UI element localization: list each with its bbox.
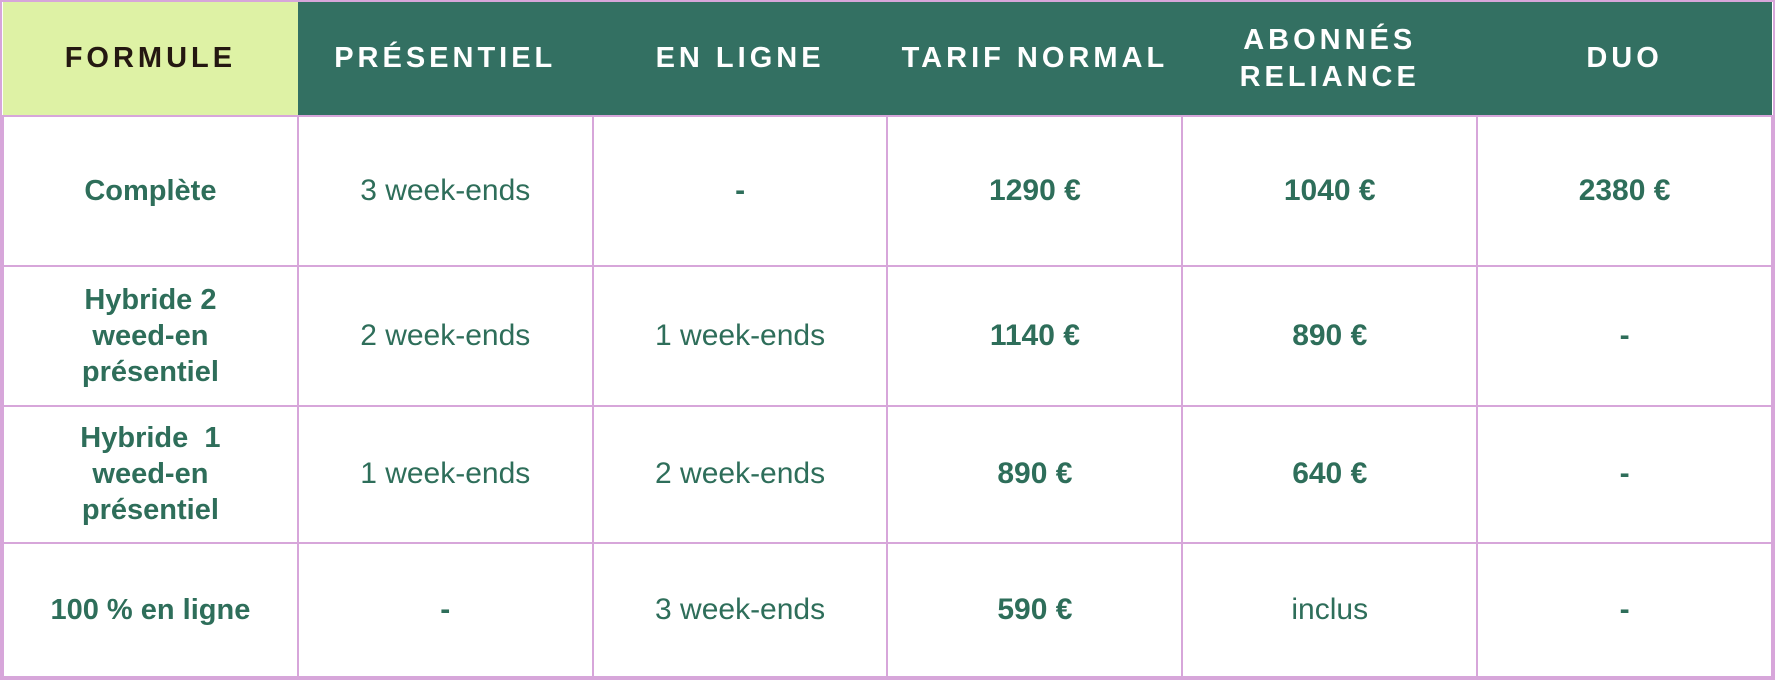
row-label-cell: 100 % en ligne xyxy=(2,541,299,679)
table-cell: 1040 € xyxy=(1181,114,1479,268)
row-label-cell: Hybride 2 weed-en présentiel xyxy=(2,265,299,407)
table-cell: 1290 € xyxy=(886,114,1184,268)
table-cell: 1 week-ends xyxy=(591,265,889,407)
header-presentiel: PRÉSENTIEL xyxy=(297,2,593,117)
table-cell: 640 € xyxy=(1181,404,1479,544)
table-cell: 3 week-ends xyxy=(296,114,594,268)
table-cell: 1140 € xyxy=(886,265,1184,407)
table-cell: 2380 € xyxy=(1476,114,1773,268)
table-cell: - xyxy=(591,114,889,268)
header-en-ligne: EN LIGNE xyxy=(592,2,888,117)
header-formule: FORMULE xyxy=(3,2,298,117)
table-cell: 890 € xyxy=(886,404,1184,544)
header-row: FORMULE PRÉSENTIEL EN LIGNE TARIF NORMAL… xyxy=(3,2,1772,117)
table-cell: 3 week-ends xyxy=(591,541,889,679)
table-cell: - xyxy=(1476,541,1773,679)
row-label-cell: Hybride 1 weed-en présentiel xyxy=(2,404,299,544)
table-row: Hybride 2 weed-en présentiel 2 week-ends 1… xyxy=(2,265,1773,407)
table-cell: 1 week-ends xyxy=(296,404,594,544)
header-duo: DUO xyxy=(1477,2,1772,117)
header-tarif-normal: TARIF NORMAL xyxy=(887,2,1183,117)
table-cell: 2 week-ends xyxy=(591,404,889,544)
table-row: Hybride 1 weed-en présentiel 1 week-ends 2… xyxy=(2,404,1773,544)
table-row: Complète 3 week-ends -1290 €1040 €2380 € xyxy=(2,114,1773,268)
table-cell: - xyxy=(1476,265,1773,407)
table-cell: - xyxy=(1476,404,1773,544)
row-label-cell: Complète xyxy=(2,114,299,268)
table-cell: 590 € xyxy=(886,541,1184,679)
table-header: FORMULE PRÉSENTIEL EN LIGNE TARIF NORMAL… xyxy=(3,2,1772,117)
table-cell: 890 € xyxy=(1181,265,1479,407)
table-body: Complète 3 week-ends -1290 €1040 €2380 € Hy… xyxy=(2,114,1773,679)
table-cell: 2 week-ends xyxy=(296,265,594,407)
header-abonnes-reliance: ABONNÉS RELIANCE xyxy=(1182,2,1478,117)
table-cell: - xyxy=(296,541,594,679)
table-row: 100 % en ligne -3 week-ends 590 € inclus - xyxy=(2,541,1773,679)
table-cell: inclus xyxy=(1181,541,1479,679)
